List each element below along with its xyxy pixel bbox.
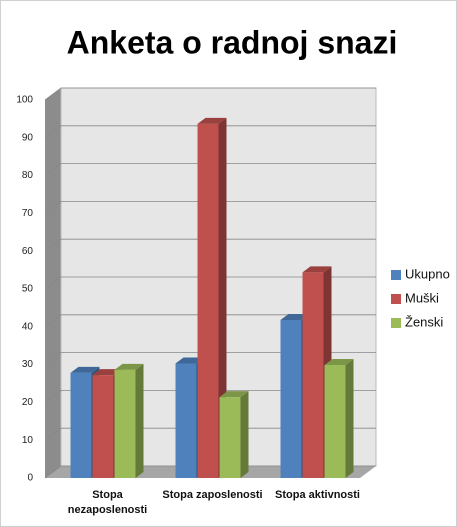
legend-label: Ukupno [405, 266, 450, 281]
bar [197, 117, 227, 479]
grid-line [44, 276, 376, 290]
grid-line [44, 87, 376, 101]
y-tick-label: 40 [22, 321, 34, 332]
x-tick-label: Stopa zaposlenosti [162, 489, 263, 501]
grid-line [44, 125, 376, 139]
bar-top [70, 366, 100, 373]
y-tick-label: 90 [22, 132, 34, 143]
bar-top [114, 363, 144, 370]
bar-side [218, 117, 227, 479]
grid-line [44, 427, 376, 441]
legend-swatch [391, 318, 401, 328]
legend-label: Muški [405, 290, 439, 305]
grid-line [44, 238, 376, 252]
bar-top [197, 117, 227, 124]
bar [114, 363, 144, 478]
bar-side [240, 391, 249, 478]
bar-front [114, 369, 136, 478]
bar-front [302, 272, 324, 478]
grid-line [44, 465, 376, 479]
y-tick-label: 30 [22, 359, 34, 370]
bar-top [302, 266, 332, 273]
y-tick-label: 60 [22, 246, 34, 257]
bar-top [92, 369, 122, 376]
bar-top [280, 313, 310, 320]
bar-top [324, 358, 354, 365]
grid-line [44, 163, 376, 176]
bar-front [175, 363, 197, 478]
bar-front [219, 397, 241, 478]
y-tick-label: 0 [27, 473, 33, 484]
bar-side [135, 363, 144, 478]
y-tick-label: 20 [22, 397, 34, 408]
legend-label: Ženski [405, 314, 443, 329]
y-tick-label: 50 [22, 284, 34, 295]
bar-top [219, 391, 249, 398]
y-tick-label: 80 [22, 170, 34, 181]
x-tick-label: Stopa aktivnosti [275, 489, 360, 501]
bar [219, 391, 249, 478]
chart-title: Anketa o radnoj snazi [67, 24, 398, 60]
y-tick-label: 70 [22, 208, 34, 219]
bar-top [175, 357, 205, 364]
grid-line [44, 314, 376, 328]
grid-line [44, 200, 376, 214]
bar [324, 358, 354, 478]
bar-side [345, 358, 354, 478]
bar-front [92, 375, 114, 478]
x-tick-label: Stopa nezaposlenosti [67, 489, 148, 516]
y-tick-label: 100 [16, 95, 33, 106]
grid-line [44, 352, 376, 365]
bar-front [324, 364, 346, 478]
bar-front [197, 123, 219, 479]
grid-line [44, 389, 376, 403]
bar-front [70, 372, 92, 478]
legend-swatch [391, 294, 401, 304]
bar-front [280, 319, 302, 478]
y-tick-label: 10 [22, 435, 34, 446]
legend-swatch [391, 270, 401, 280]
